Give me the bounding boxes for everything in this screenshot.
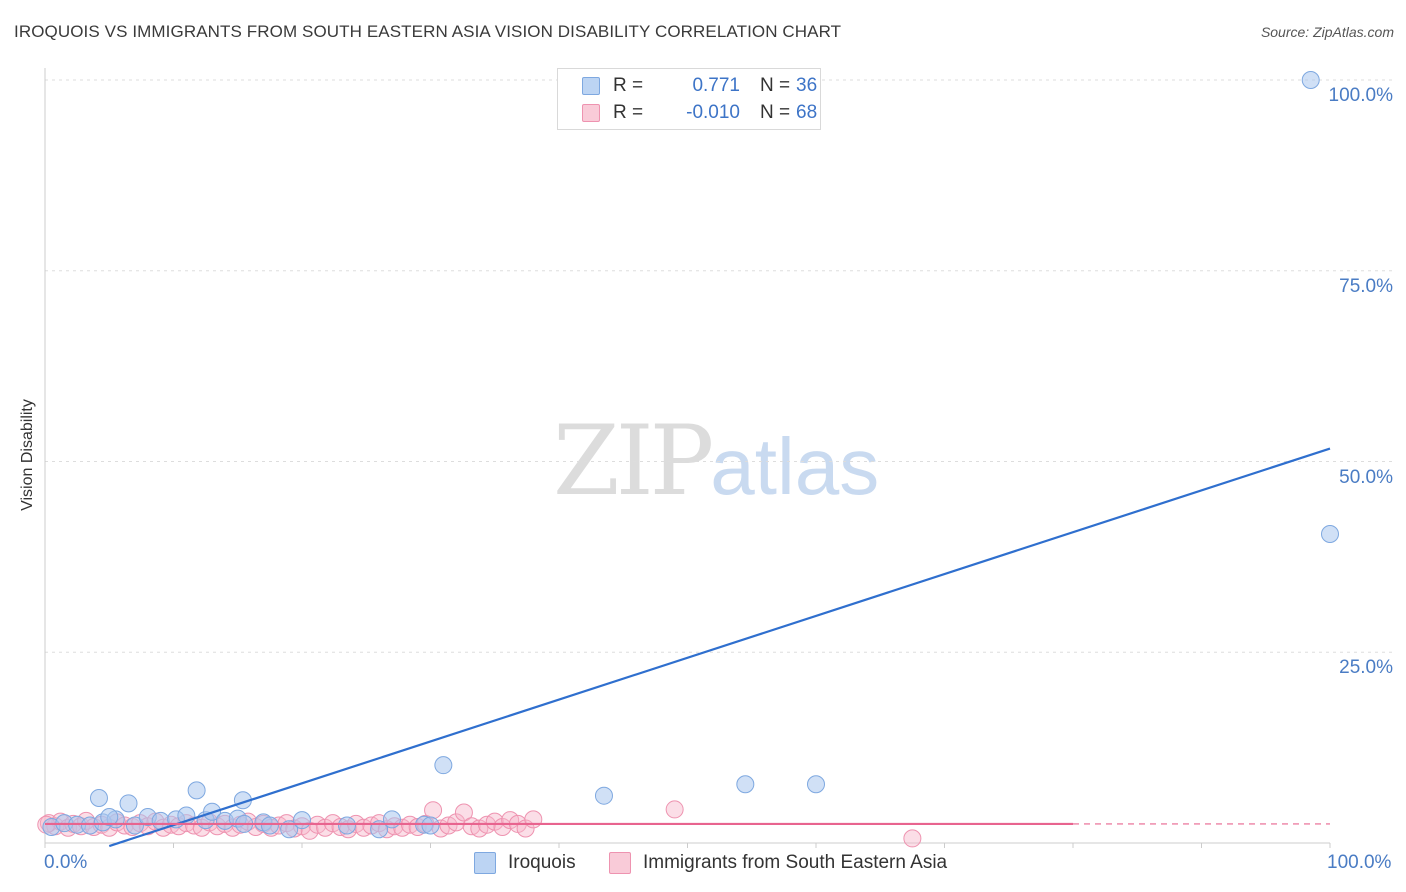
immigrants-point [665, 800, 684, 819]
axes [44, 68, 1331, 848]
iroquois-r-value: 0.771 [692, 75, 740, 96]
watermark-atlas: atlas [710, 422, 880, 511]
legend-n-label: N = [760, 102, 791, 123]
iroquois-point [434, 756, 453, 775]
immigrants-point [493, 817, 512, 836]
source-credit: Source: ZipAtlas.com [1260, 24, 1394, 40]
iroquois-point [807, 775, 825, 794]
gridlines [45, 79, 1395, 653]
iroquois-trend-line [108, 447, 1331, 848]
iroquois-point [125, 816, 144, 835]
y-tick-label: 25.0% [1339, 657, 1393, 679]
legend-label-immigrants: Immigrants from South Eastern Asia [643, 852, 948, 873]
iroquois-n-value: 36 [796, 75, 818, 96]
iroquois-point [119, 794, 138, 813]
correlation-legend: R = 0.771 N = 36 R = -0.010 N = 68 [557, 68, 821, 130]
immigrants-point [424, 801, 443, 820]
iroquois-point [187, 781, 206, 800]
y-tick-label: 100.0% [1328, 85, 1393, 106]
immigrants-n-value: 68 [796, 102, 818, 123]
immigrants-point [447, 813, 466, 832]
immigrants-point [903, 829, 922, 848]
chart-title: IROQUOIS VS IMMIGRANTS FROM SOUTH EASTER… [14, 22, 842, 41]
x-tick-100: 100.0% [1327, 852, 1392, 873]
iroquois-point [421, 816, 440, 835]
immigrants-r-value: -0.010 [686, 102, 740, 123]
y-tick-label: 50.0% [1339, 466, 1393, 488]
legend-label-iroquois: Iroquois [508, 852, 576, 873]
legend-r-label: R = [613, 75, 644, 96]
trend-lines [45, 447, 1331, 848]
iroquois-point [594, 786, 613, 805]
iroquois-point [100, 808, 119, 827]
iroquois-point [89, 788, 108, 807]
legend-r-label: R = [613, 102, 644, 123]
immigrants-swatch [582, 104, 600, 122]
y-tick-label: 75.0% [1339, 275, 1393, 297]
x-tick-0: 0.0% [44, 852, 88, 873]
iroquois-swatch [582, 77, 600, 95]
legend-n-label: N = [760, 75, 791, 96]
iroquois-swatch [474, 852, 496, 874]
series-iroquois-points [42, 71, 1339, 839]
immigrants-point [454, 803, 473, 822]
immigrants-swatch [609, 852, 631, 874]
iroquois-point [1321, 524, 1339, 543]
iroquois-point [293, 811, 311, 830]
iroquois-point [736, 775, 755, 794]
iroquois-point [1301, 71, 1320, 89]
iroquois-point [382, 810, 401, 829]
iroquois-point [337, 816, 356, 835]
iroquois-point [260, 816, 279, 835]
immigrants-point [524, 810, 543, 829]
